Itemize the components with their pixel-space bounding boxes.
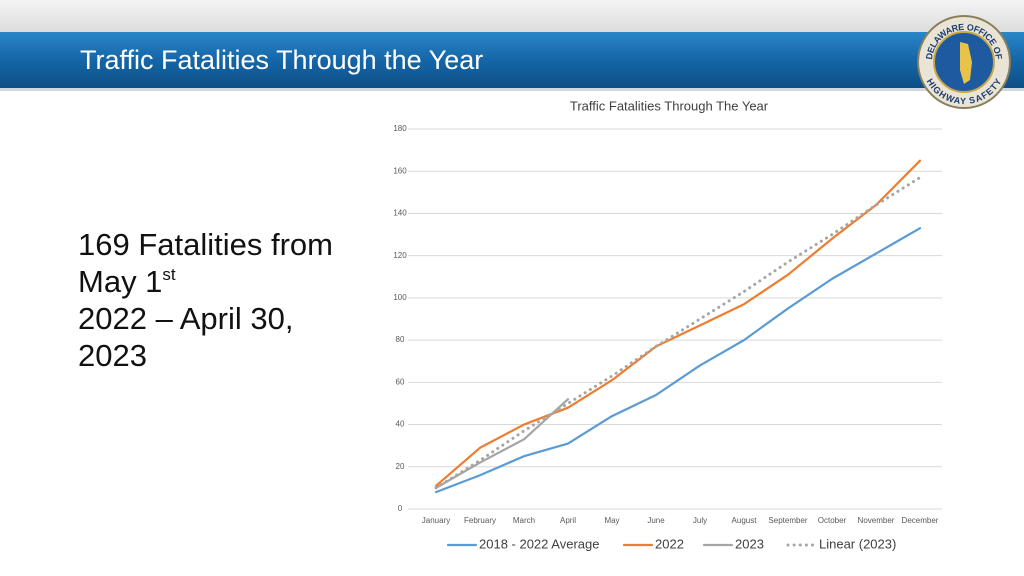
logo: DELAWARE OFFICE OF HIGHWAY SAFETY <box>917 15 1011 109</box>
x-tick-label: November <box>858 516 895 525</box>
y-tick-label: 40 <box>396 420 405 429</box>
series-line <box>434 227 922 494</box>
x-tick-label: May <box>604 516 619 525</box>
x-tick-label: March <box>513 516 535 525</box>
x-tick-label: December <box>902 516 939 525</box>
y-tick-label: 20 <box>396 462 405 471</box>
legend-label: Linear (2023) <box>819 536 896 551</box>
y-tick-label: 120 <box>393 251 407 260</box>
x-tick-label: August <box>732 516 758 525</box>
y-tick-label: 60 <box>396 377 405 386</box>
x-tick-label: April <box>560 516 576 525</box>
y-tick-label: 160 <box>393 166 407 175</box>
legend-label: 2023 <box>735 536 764 551</box>
summary-rest: 2022 – April 30, 2023 <box>78 301 294 373</box>
series-line <box>434 159 922 487</box>
y-tick-label: 140 <box>393 209 407 218</box>
x-tick-label: October <box>818 516 847 525</box>
y-tick-label: 100 <box>393 293 407 302</box>
y-tick-label: 80 <box>396 335 405 344</box>
x-tick-label: July <box>693 516 707 525</box>
x-tick-label: June <box>647 516 665 525</box>
summary-superscript: st <box>162 265 176 284</box>
title-bar-shadow <box>0 88 1024 91</box>
slide-title: Traffic Fatalities Through the Year <box>80 45 483 75</box>
chart-title: Traffic Fatalities Through The Year <box>570 98 769 113</box>
legend-label: 2018 - 2022 Average <box>479 536 599 551</box>
x-tick-label: February <box>464 516 496 525</box>
legend-label: 2022 <box>655 536 684 551</box>
top-strip <box>0 0 1024 32</box>
y-tick-label: 0 <box>398 504 403 513</box>
summary-text: 169 Fatalities from May 1st 2022 – April … <box>78 226 358 374</box>
x-tick-label: January <box>422 516 450 525</box>
x-tick-label: September <box>768 516 807 525</box>
trend-line <box>434 176 922 490</box>
summary-main: 169 Fatalities from May 1 <box>78 227 333 299</box>
title-bar <box>0 32 1024 88</box>
y-tick-label: 180 <box>393 124 407 133</box>
